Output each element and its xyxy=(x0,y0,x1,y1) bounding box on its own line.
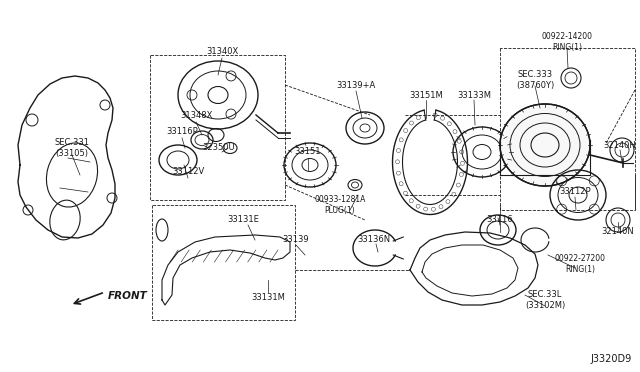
Text: 00922-27200
RING(1): 00922-27200 RING(1) xyxy=(554,254,605,274)
Text: 33133M: 33133M xyxy=(457,90,491,99)
Text: 32350U: 32350U xyxy=(203,144,236,153)
Text: 33151: 33151 xyxy=(295,148,321,157)
Text: SEC.33L
(33102M): SEC.33L (33102M) xyxy=(525,290,565,310)
Ellipse shape xyxy=(500,104,590,186)
Text: SEC.331
(33105): SEC.331 (33105) xyxy=(54,138,90,158)
Text: 33112P: 33112P xyxy=(559,187,591,196)
Text: 33131M: 33131M xyxy=(251,294,285,302)
Text: 33136N: 33136N xyxy=(357,235,390,244)
Text: SEC.333
(38760Y): SEC.333 (38760Y) xyxy=(516,70,554,90)
Text: 33112V: 33112V xyxy=(172,167,204,176)
Text: 33131E: 33131E xyxy=(227,215,259,224)
Text: 00922-14200
RING(1): 00922-14200 RING(1) xyxy=(541,32,593,52)
Text: 33151M: 33151M xyxy=(409,90,443,99)
Text: 33116: 33116 xyxy=(486,215,513,224)
Text: FRONT: FRONT xyxy=(108,291,148,301)
Text: 31348X: 31348X xyxy=(180,110,212,119)
Text: 32140H: 32140H xyxy=(604,141,636,150)
Text: 33139+A: 33139+A xyxy=(337,80,376,90)
Text: 31340X: 31340X xyxy=(206,48,238,57)
Text: 33116P: 33116P xyxy=(166,128,198,137)
Text: 32140N: 32140N xyxy=(602,228,634,237)
Text: 00933-1281A
PLUG(1): 00933-1281A PLUG(1) xyxy=(314,195,365,215)
Text: 33139: 33139 xyxy=(283,235,309,244)
Text: J3320D9: J3320D9 xyxy=(591,354,632,364)
